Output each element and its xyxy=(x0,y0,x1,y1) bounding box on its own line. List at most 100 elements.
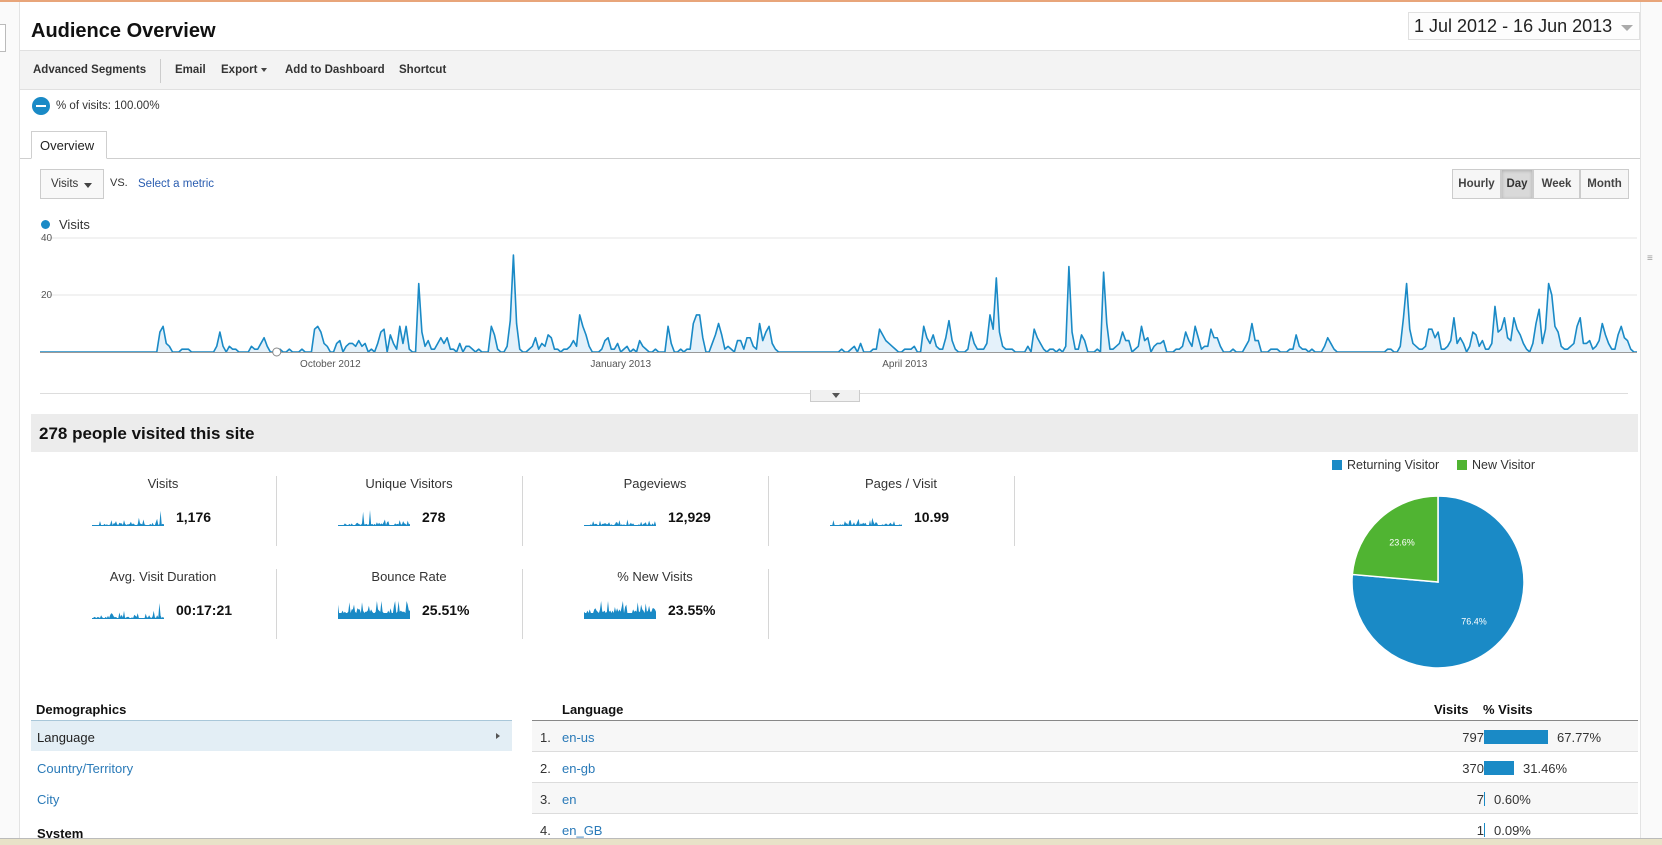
export-label: Export xyxy=(221,64,258,76)
table-row[interactable]: 1. en-us 797 67.77% xyxy=(532,721,1638,752)
row-rank: 1. xyxy=(540,730,551,745)
sparkline xyxy=(584,601,656,619)
metric-divider xyxy=(1014,476,1015,546)
export-button[interactable]: Export xyxy=(221,64,268,76)
visitor-type-pie-chart[interactable]: 76.4% 23.6% xyxy=(1348,486,1538,676)
metric-label: Pageviews xyxy=(623,476,687,491)
visits-area-fill xyxy=(40,255,1637,352)
shortcut-button[interactable]: Shortcut xyxy=(399,64,447,76)
row-pct: 0.09% xyxy=(1494,823,1531,838)
email-button[interactable]: Email xyxy=(175,64,206,76)
metric-value: 1,176 xyxy=(176,509,212,525)
metric-card[interactable]: % New Visits 23.55% xyxy=(532,569,778,641)
visits-series-line[interactable] xyxy=(40,254,1637,353)
metric-card[interactable]: Bounce Rate 25.51% xyxy=(286,569,532,641)
tab-overview[interactable]: Overview xyxy=(31,131,107,159)
chart-collapse-toggle[interactable] xyxy=(810,390,860,402)
pct-visits-column-header[interactable]: % Visits xyxy=(1483,702,1533,717)
demographics-item-label: Language xyxy=(37,730,95,745)
language-link[interactable]: en_GB xyxy=(562,823,603,838)
row-rank: 2. xyxy=(540,761,551,776)
page-title: Audience Overview xyxy=(31,20,216,42)
advanced-segments-button[interactable]: Advanced Segments xyxy=(33,64,147,76)
row-pct: 0.60% xyxy=(1494,792,1531,807)
pie-slice[interactable] xyxy=(1351,495,1525,669)
row-rank: 4. xyxy=(540,823,551,838)
y-tick-label: 40 xyxy=(41,233,53,244)
metric-label: Bounce Rate xyxy=(371,569,447,584)
segment-pie-icon[interactable] xyxy=(32,97,50,115)
pie-legend-returning-label: Returning Visitor xyxy=(1347,458,1440,472)
sparkline xyxy=(584,519,656,526)
table-row[interactable]: 3. en 7 0.60% xyxy=(532,783,1638,814)
pie-legend-returning[interactable]: Returning Visitor xyxy=(1332,458,1439,472)
metric-value: 23.55% xyxy=(668,602,716,618)
row-rank: 3. xyxy=(540,792,551,807)
metric-label: Visits xyxy=(147,476,179,491)
legend-swatch xyxy=(1332,460,1342,470)
demographics-item-city[interactable]: City xyxy=(37,792,60,807)
sparkline xyxy=(92,603,164,619)
metric-value: 12,929 xyxy=(668,509,711,525)
language-link[interactable]: en-gb xyxy=(562,761,596,776)
x-tick-label: January 2013 xyxy=(590,359,651,370)
metric-label: % New Visits xyxy=(617,569,693,584)
report-toolbar: Advanced Segments Email Export Add to Da… xyxy=(20,50,1640,90)
date-range-picker[interactable]: 1 Jul 2012 - 16 Jun 2013 xyxy=(1408,12,1640,40)
visits-column-header[interactable]: Visits xyxy=(1434,702,1469,717)
demographics-item-country[interactable]: Country/Territory xyxy=(37,761,134,776)
date-range-text: 1 Jul 2012 - 16 Jun 2013 xyxy=(1414,16,1613,36)
metric-dropdown[interactable]: Visits xyxy=(40,169,104,199)
metric-label: Unique Visitors xyxy=(365,476,453,491)
metric-divider xyxy=(522,569,523,639)
caret-down-icon xyxy=(261,67,268,72)
metric-value: 00:17:21 xyxy=(176,602,233,618)
chevron-right-icon xyxy=(496,733,500,739)
y-tick-label: 20 xyxy=(41,290,53,301)
legend-swatch xyxy=(1457,460,1467,470)
granularity-hourly-button[interactable]: Hourly xyxy=(1452,169,1501,199)
row-visits: 797 xyxy=(1462,730,1484,745)
metric-card[interactable]: Pageviews 12,929 xyxy=(532,476,778,548)
metric-label: Pages / Visit xyxy=(864,476,938,491)
pie-slice[interactable] xyxy=(1351,495,1439,583)
caret-down-icon xyxy=(84,183,92,188)
summary-header-bar: 278 people visited this site xyxy=(31,414,1638,452)
row-visits: 7 xyxy=(1476,792,1484,807)
tab-strip-border xyxy=(20,158,1640,159)
table-row[interactable]: 2. en-gb 370 31.46% xyxy=(532,752,1638,783)
pie-slice-label: 23.6% xyxy=(1389,538,1415,548)
series-legend-label[interactable]: Visits xyxy=(59,217,90,232)
pie-legend-new[interactable]: New Visitor xyxy=(1457,458,1535,472)
visits-line-chart[interactable]: 20 40 October 2012 January 2013 April 2013 xyxy=(30,232,1640,392)
annotation-marker-icon[interactable] xyxy=(272,347,282,357)
add-to-dashboard-button[interactable]: Add to Dashboard xyxy=(285,64,385,76)
granularity-week-button[interactable]: Week xyxy=(1533,169,1580,199)
demographics-item-language[interactable]: Language xyxy=(31,721,512,751)
right-scrollbar[interactable]: ≡ xyxy=(1640,2,1662,845)
left-panel-handle[interactable] xyxy=(0,24,6,52)
metric-label: Avg. Visit Duration xyxy=(109,569,217,584)
segment-percentage: % of visits: 100.00% xyxy=(56,100,160,112)
granularity-day-button[interactable]: Day xyxy=(1501,169,1533,199)
window-bottom-edge xyxy=(0,838,1662,845)
sparkline xyxy=(338,510,410,526)
pct-bar xyxy=(1484,823,1485,837)
metric-divider xyxy=(276,476,277,546)
language-link[interactable]: en-us xyxy=(562,730,595,745)
row-visits: 370 xyxy=(1462,761,1484,776)
sparkline xyxy=(830,517,902,526)
left-panel-edge xyxy=(0,2,20,845)
metric-card[interactable]: Avg. Visit Duration 00:17:21 xyxy=(40,569,286,641)
metric-card[interactable]: Pages / Visit 10.99 xyxy=(778,476,1024,548)
metric-dropdown-value: Visits xyxy=(51,178,79,190)
language-link[interactable]: en xyxy=(562,792,577,807)
sparkline xyxy=(338,601,410,619)
metric-card[interactable]: Unique Visitors 278 xyxy=(286,476,532,548)
metric-card[interactable]: Visits 1,176 xyxy=(40,476,286,548)
select-metric-link[interactable]: Select a metric xyxy=(138,178,215,190)
granularity-month-button[interactable]: Month xyxy=(1580,169,1629,199)
row-pct: 67.77% xyxy=(1557,730,1602,745)
chevron-down-icon xyxy=(1621,25,1633,31)
pct-bar xyxy=(1484,730,1548,744)
